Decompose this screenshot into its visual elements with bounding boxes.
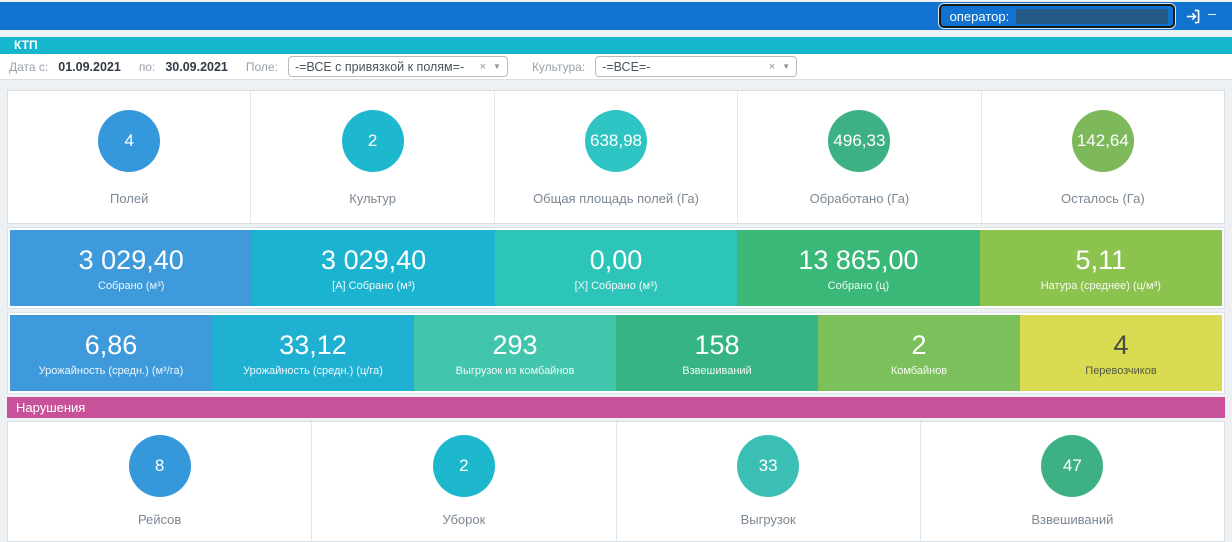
summary-kpi-row: 4 Полей 2 Культур 638,98 Общая площадь п… bbox=[7, 90, 1225, 224]
kpi-circle: 142,64 bbox=[1071, 110, 1134, 172]
operator-label: оператор: bbox=[949, 8, 1010, 24]
tile-value: 0,00 bbox=[589, 244, 643, 275]
kpi-circle: 47 bbox=[1041, 435, 1104, 497]
logout-icon[interactable] bbox=[1185, 9, 1200, 24]
tile-collected-m3: 3 029,40 Собрано (м³) bbox=[10, 230, 253, 306]
chevron-down-icon[interactable]: ▼ bbox=[493, 62, 501, 71]
kpi-circle: 8 bbox=[128, 435, 191, 497]
metrics-tiles-row: 6,86 Урожайность (средн.) (м³/га) 33,12 … bbox=[7, 312, 1225, 394]
kpi-fields: 4 Полей bbox=[8, 91, 250, 223]
kpi-cultures: 2 Культур bbox=[250, 91, 493, 223]
operator-box[interactable]: оператор: bbox=[938, 4, 1176, 28]
field-select-value: -=ВСЕ с привязкой к полям=- bbox=[294, 59, 465, 74]
tile-label: Взвешиваний bbox=[682, 364, 752, 377]
tile-value: 4 bbox=[1113, 329, 1129, 360]
tile-value: 13 865,00 bbox=[798, 244, 919, 275]
date-from-label: Дата с: bbox=[9, 59, 49, 74]
kpi-label: Культур bbox=[349, 191, 397, 206]
tile-label: Урожайность (средн.) (ц/га) bbox=[243, 364, 383, 377]
tile-value: 3 029,40 bbox=[78, 244, 184, 275]
tile-x-collected-m3: 0,00 [X] Собрано (м³) bbox=[494, 230, 738, 306]
harvest-tiles-row: 3 029,40 Собрано (м³) 3 029,40 [A] Собра… bbox=[7, 227, 1225, 309]
filter-bar: Дата с: 01.09.2021 по: 30.09.2021 Поле: … bbox=[0, 54, 1232, 80]
tile-label: Урожайность (средн.) (м³/га) bbox=[38, 364, 184, 377]
culture-select-value: -=ВСЕ=- bbox=[602, 59, 651, 74]
date-to-label: по: bbox=[138, 59, 156, 74]
kpi-circle: 2 bbox=[432, 435, 495, 497]
kpi-label: Осталось (Га) bbox=[1060, 191, 1145, 206]
tile-combine-unloads: 293 Выгрузок из комбайнов bbox=[414, 315, 616, 391]
kpi-label: Выгрузок bbox=[740, 512, 796, 527]
tile-value: 33,12 bbox=[279, 329, 347, 360]
tile-collected-c: 13 865,00 Собрано (ц) bbox=[737, 230, 980, 306]
operator-name-redacted bbox=[1016, 8, 1169, 24]
tile-label: Перевозчиков bbox=[1085, 364, 1157, 377]
kpi-weighings-violations: 47 Взвешиваний bbox=[919, 422, 1224, 541]
kpi-trips: 8 Рейсов bbox=[8, 422, 311, 541]
kpi-unloads: 33 Выгрузок bbox=[615, 422, 920, 541]
tile-value: 5,11 bbox=[1075, 244, 1127, 275]
minimize-button[interactable]: – bbox=[1208, 5, 1216, 21]
top-bar: оператор: – bbox=[0, 2, 1232, 30]
kpi-circle: 496,33 bbox=[828, 110, 891, 172]
tile-value: 293 bbox=[492, 329, 538, 360]
tile-combines: 2 Комбайнов bbox=[818, 315, 1020, 391]
chevron-down-icon[interactable]: ▼ bbox=[782, 62, 791, 71]
kpi-circle: 33 bbox=[737, 435, 800, 497]
tile-label: Собрано (м³) bbox=[98, 279, 165, 292]
tile-value: 2 bbox=[911, 329, 927, 360]
kpi-label: Уборок bbox=[442, 512, 486, 527]
tile-label: [A] Собрано (м³) bbox=[332, 279, 416, 292]
tile-transporters: 4 Перевозчиков bbox=[1020, 315, 1222, 391]
tile-yield-m3-ha: 6,86 Урожайность (средн.) (м³/га) bbox=[10, 315, 212, 391]
kpi-processed-area: 496,33 Обработано (Га) bbox=[737, 91, 980, 223]
violations-section-header: Нарушения bbox=[7, 397, 1225, 418]
clear-icon[interactable]: × bbox=[768, 60, 776, 73]
tile-value: 6,86 bbox=[84, 329, 138, 360]
tile-value: 158 bbox=[694, 329, 740, 360]
tile-yield-c-ha: 33,12 Урожайность (средн.) (ц/га) bbox=[212, 315, 414, 391]
kpi-circle: 2 bbox=[341, 110, 404, 172]
clear-icon[interactable]: × bbox=[479, 60, 487, 73]
kpi-harvests: 2 Уборок bbox=[311, 422, 615, 541]
ktp-section-header: КТП bbox=[0, 37, 1232, 54]
field-select[interactable]: -=ВСЕ с привязкой к полям=- × ▼ bbox=[287, 56, 508, 77]
tile-natura-avg: 5,11 Натура (среднее) (ц/м³) bbox=[979, 230, 1223, 306]
kpi-label: Полей bbox=[110, 191, 149, 206]
tile-label: Комбайнов bbox=[890, 364, 948, 377]
kpi-remaining-area: 142,64 Осталось (Га) bbox=[980, 91, 1224, 223]
tile-label: Выгрузок из комбайнов bbox=[455, 364, 575, 377]
kpi-label: Рейсов bbox=[137, 512, 182, 527]
culture-select[interactable]: -=ВСЕ=- × ▼ bbox=[595, 56, 798, 77]
kpi-label: Общая площадь полей (Га) bbox=[533, 191, 699, 206]
tile-label: Собрано (ц) bbox=[827, 279, 890, 292]
field-filter-label: Поле: bbox=[245, 59, 278, 74]
kpi-label: Взвешиваний bbox=[1031, 512, 1114, 527]
violations-kpi-row: 8 Рейсов 2 Уборок 33 Выгрузок 47 Взвешив… bbox=[7, 421, 1225, 542]
kpi-circle: 638,98 bbox=[585, 110, 648, 172]
tile-value: 3 029,40 bbox=[321, 244, 427, 275]
date-from-field[interactable]: 01.09.2021 bbox=[58, 59, 121, 74]
date-to-field[interactable]: 30.09.2021 bbox=[165, 59, 228, 74]
kpi-label: Обработано (Га) bbox=[809, 191, 910, 206]
tile-weighings: 158 Взвешиваний bbox=[616, 315, 818, 391]
kpi-circle: 4 bbox=[98, 110, 161, 172]
kpi-total-area: 638,98 Общая площадь полей (Га) bbox=[493, 91, 737, 223]
tile-a-collected-m3: 3 029,40 [A] Собрано (м³) bbox=[252, 230, 495, 306]
culture-filter-label: Культура: bbox=[531, 59, 586, 74]
tile-label: [X] Собрано (м³) bbox=[574, 279, 658, 292]
tile-label: Натура (среднее) (ц/м³) bbox=[1040, 279, 1161, 292]
